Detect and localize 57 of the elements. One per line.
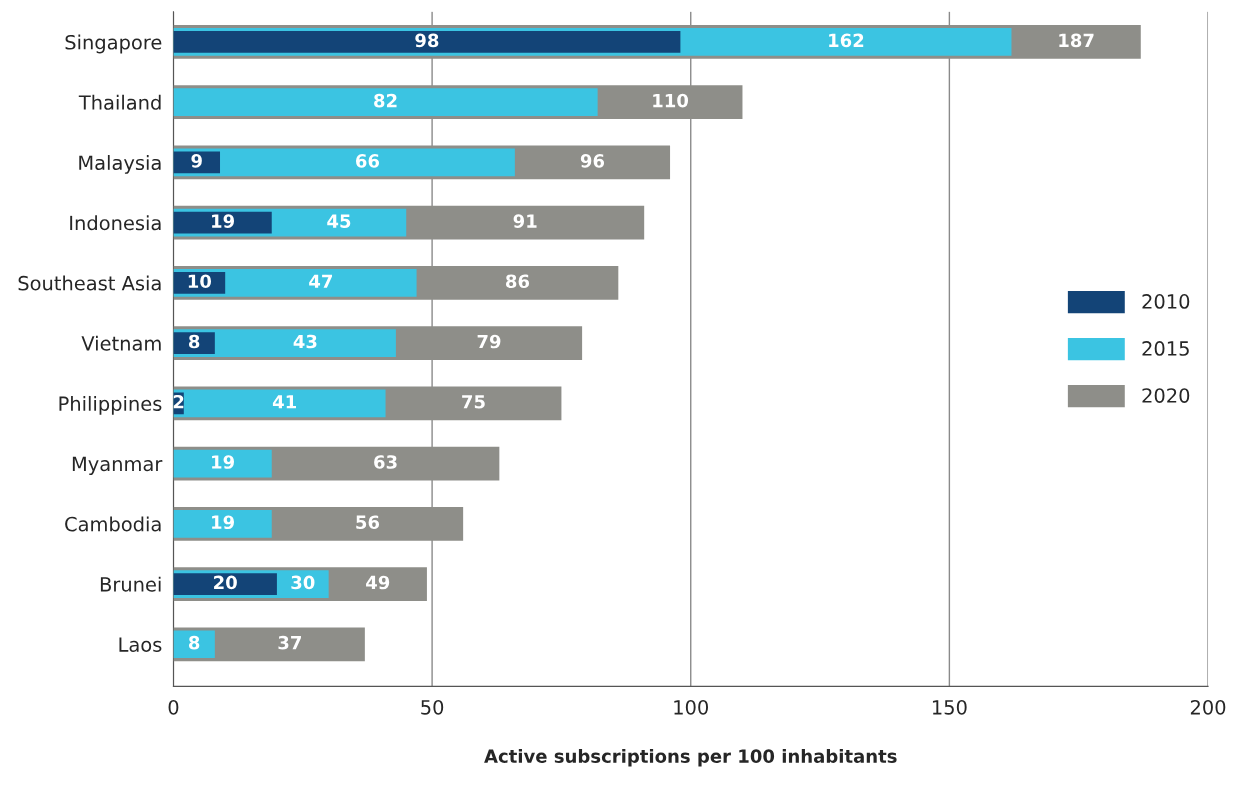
data-label: 10 xyxy=(188,274,212,289)
data-label: 19 xyxy=(212,515,235,530)
legend-label: 2015 xyxy=(1142,341,1189,356)
data-label: 41 xyxy=(272,395,296,409)
data-label: 98 xyxy=(415,33,439,48)
data-label: 63 xyxy=(374,455,397,469)
bar xyxy=(173,509,272,538)
bar xyxy=(173,573,277,595)
data-label: 8 xyxy=(188,334,200,349)
data-label: 75 xyxy=(462,395,485,409)
data-label: 79 xyxy=(477,334,501,349)
y-tick-label: Philippines xyxy=(59,395,162,415)
x-tick-label: 0 xyxy=(168,699,179,715)
y-tick-label: Brunei xyxy=(100,576,161,592)
data-label: 91 xyxy=(513,214,537,228)
data-label: 43 xyxy=(293,334,317,349)
data-label: 30 xyxy=(291,575,315,590)
bar xyxy=(173,389,386,418)
legend-label: 2020 xyxy=(1142,388,1190,403)
data-label: 66 xyxy=(356,154,380,168)
y-tick-label: Indonesia xyxy=(70,215,161,231)
data-label: 96 xyxy=(580,154,605,168)
y-tick-label: Myanmar xyxy=(72,456,163,475)
bar xyxy=(173,332,215,354)
y-tick-label: Cambodia xyxy=(65,516,161,532)
data-label: 47 xyxy=(309,274,333,288)
x-tick-label: 100 xyxy=(674,699,709,715)
x-tick-label: 200 xyxy=(1190,699,1226,715)
data-label: 86 xyxy=(505,274,530,289)
bar xyxy=(173,630,215,659)
x-tick-label: 150 xyxy=(932,699,967,715)
x-axis-title: Active subscriptions per 100 inhabitants xyxy=(484,749,897,767)
data-label: 20 xyxy=(214,575,237,590)
data-label: 37 xyxy=(278,635,301,650)
x-tick-label: 50 xyxy=(421,699,444,715)
bar xyxy=(173,88,598,117)
data-label: 110 xyxy=(653,93,689,108)
data-label: 9 xyxy=(191,154,202,168)
bar xyxy=(173,31,681,53)
y-tick-label: Southeast Asia xyxy=(18,275,161,291)
data-label: 8 xyxy=(188,635,200,650)
data-label: 56 xyxy=(356,515,380,530)
legend-label: 2010 xyxy=(1142,294,1190,309)
data-label: 162 xyxy=(829,33,864,48)
data-label: 19 xyxy=(212,214,235,228)
data-label: 19 xyxy=(212,455,235,469)
data-label: 187 xyxy=(1059,33,1094,48)
data-label: 49 xyxy=(366,575,390,590)
y-tick-label: Singapore xyxy=(65,34,162,54)
y-tick-label: Laos xyxy=(119,637,162,652)
bar xyxy=(173,449,272,478)
data-label: 45 xyxy=(327,214,351,228)
y-tick-label: Vietnam xyxy=(81,335,161,351)
data-label: 2 xyxy=(173,394,184,409)
y-tick-label: Thailand xyxy=(78,94,161,110)
y-tick-label: Malaysia xyxy=(79,155,161,174)
data-label: 82 xyxy=(374,93,397,108)
